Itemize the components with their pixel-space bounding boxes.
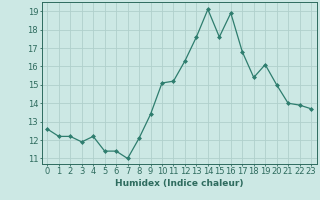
X-axis label: Humidex (Indice chaleur): Humidex (Indice chaleur) (115, 179, 244, 188)
